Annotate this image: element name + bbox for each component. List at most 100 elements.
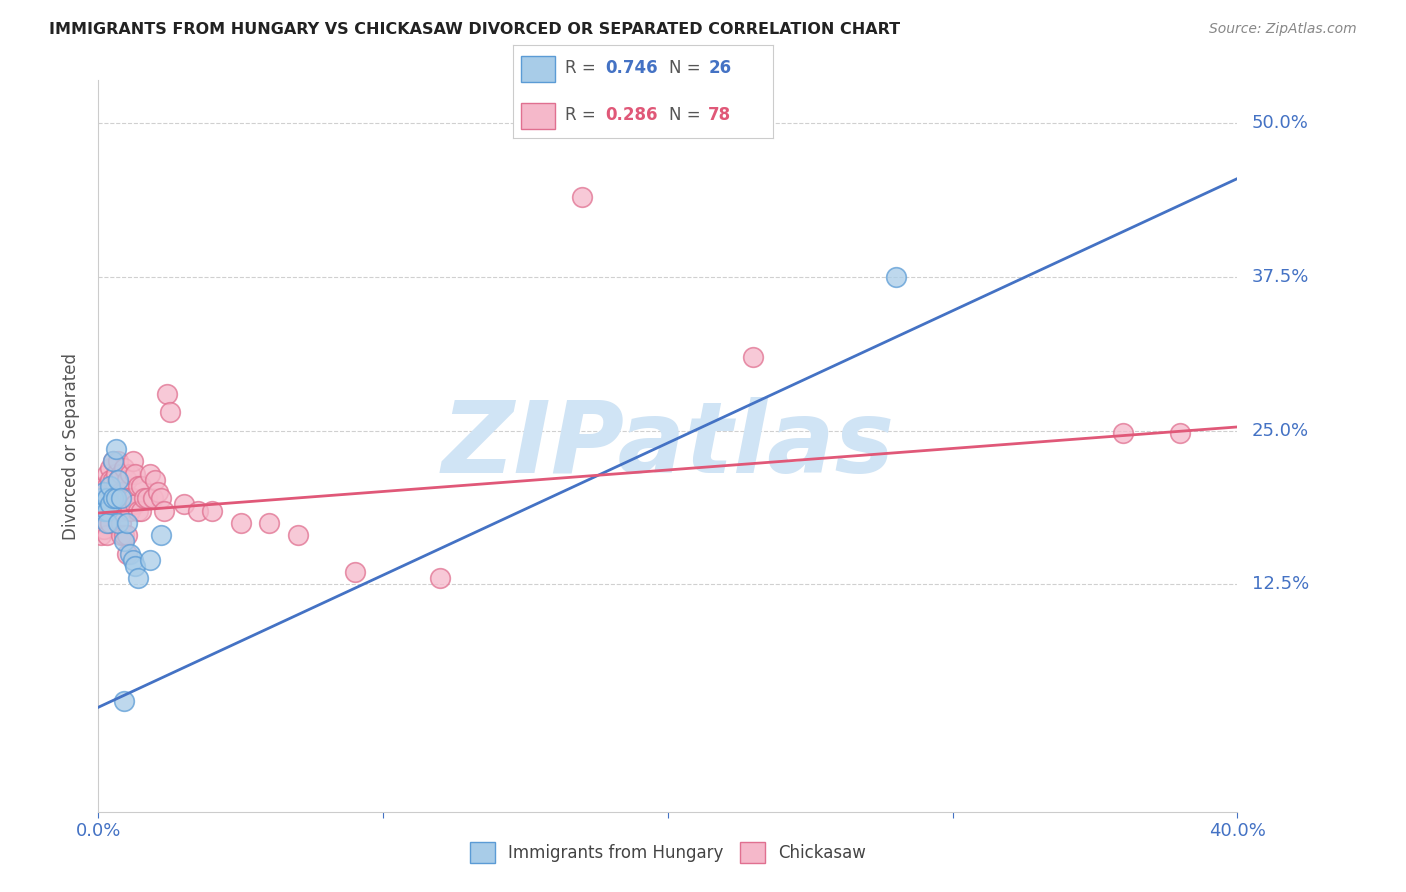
Point bbox=[90, 503, 112, 517]
Point bbox=[107, 491, 129, 506]
Point bbox=[129, 503, 152, 517]
Point bbox=[145, 473, 167, 487]
Point bbox=[127, 503, 149, 517]
Text: 12.5%: 12.5% bbox=[1251, 575, 1309, 593]
Point bbox=[115, 491, 138, 506]
Point bbox=[118, 503, 141, 517]
Point bbox=[135, 491, 157, 506]
Point bbox=[115, 473, 138, 487]
Point bbox=[287, 528, 309, 542]
Point bbox=[156, 386, 179, 401]
Point bbox=[96, 516, 118, 530]
Point bbox=[110, 503, 132, 517]
Point bbox=[121, 454, 143, 468]
Point bbox=[110, 516, 132, 530]
Point bbox=[107, 454, 129, 468]
Point bbox=[173, 497, 195, 511]
Point bbox=[127, 571, 149, 585]
Point bbox=[93, 491, 115, 506]
Point bbox=[121, 552, 143, 566]
Text: 37.5%: 37.5% bbox=[1251, 268, 1309, 286]
Point bbox=[98, 503, 121, 517]
Point bbox=[132, 491, 155, 506]
Point bbox=[1170, 426, 1192, 441]
Point bbox=[150, 491, 173, 506]
Point bbox=[90, 528, 112, 542]
Point bbox=[148, 485, 170, 500]
Point bbox=[98, 497, 121, 511]
Point bbox=[101, 454, 124, 468]
Point bbox=[101, 491, 124, 506]
Point bbox=[90, 522, 112, 536]
Point bbox=[159, 405, 181, 419]
Bar bbox=[522, 103, 555, 129]
Point bbox=[121, 491, 143, 506]
Text: ZIPatlas: ZIPatlas bbox=[441, 398, 894, 494]
Point bbox=[118, 491, 141, 506]
Point bbox=[112, 460, 135, 475]
Point bbox=[96, 503, 118, 517]
Point bbox=[96, 491, 118, 506]
Point bbox=[110, 485, 132, 500]
Point bbox=[98, 473, 121, 487]
Point bbox=[107, 516, 129, 530]
Point bbox=[124, 467, 146, 481]
Point bbox=[138, 552, 160, 566]
Point bbox=[93, 485, 115, 500]
Point bbox=[96, 491, 118, 506]
Point bbox=[118, 467, 141, 481]
Point bbox=[571, 190, 593, 204]
Point bbox=[124, 558, 146, 573]
Point bbox=[112, 694, 135, 708]
Point bbox=[110, 528, 132, 542]
Point bbox=[93, 503, 115, 517]
Point bbox=[98, 460, 121, 475]
Text: R =: R = bbox=[565, 60, 602, 78]
Point bbox=[259, 516, 281, 530]
Text: Source: ZipAtlas.com: Source: ZipAtlas.com bbox=[1209, 22, 1357, 37]
Point bbox=[101, 473, 124, 487]
Point bbox=[129, 479, 152, 493]
Point bbox=[90, 497, 112, 511]
Point bbox=[115, 547, 138, 561]
Point bbox=[93, 479, 115, 493]
Point bbox=[115, 528, 138, 542]
Point bbox=[96, 528, 118, 542]
Point bbox=[153, 503, 176, 517]
Point bbox=[118, 547, 141, 561]
Point bbox=[107, 503, 129, 517]
Point bbox=[101, 454, 124, 468]
Point bbox=[101, 485, 124, 500]
Point bbox=[150, 528, 173, 542]
Point bbox=[93, 522, 115, 536]
Point bbox=[96, 503, 118, 517]
Point bbox=[101, 503, 124, 517]
Point bbox=[104, 491, 127, 506]
Point bbox=[429, 571, 451, 585]
Point bbox=[112, 485, 135, 500]
Point bbox=[110, 467, 132, 481]
Point bbox=[98, 491, 121, 506]
Text: 78: 78 bbox=[709, 106, 731, 124]
Text: 50.0%: 50.0% bbox=[1251, 114, 1309, 132]
Point bbox=[229, 516, 252, 530]
Legend: Immigrants from Hungary, Chickasaw: Immigrants from Hungary, Chickasaw bbox=[463, 836, 873, 869]
Point bbox=[201, 503, 224, 517]
Point bbox=[93, 503, 115, 517]
Point bbox=[101, 491, 124, 506]
Text: 0.746: 0.746 bbox=[606, 60, 658, 78]
Point bbox=[98, 479, 121, 493]
Point bbox=[107, 473, 129, 487]
Text: N =: N = bbox=[669, 106, 706, 124]
Y-axis label: Divorced or Separated: Divorced or Separated bbox=[62, 352, 80, 540]
Point bbox=[93, 516, 115, 530]
Point bbox=[90, 509, 112, 524]
Point bbox=[98, 516, 121, 530]
Point bbox=[124, 497, 146, 511]
Point bbox=[127, 479, 149, 493]
Point bbox=[96, 516, 118, 530]
Text: 26: 26 bbox=[709, 60, 731, 78]
Text: IMMIGRANTS FROM HUNGARY VS CHICKASAW DIVORCED OR SEPARATED CORRELATION CHART: IMMIGRANTS FROM HUNGARY VS CHICKASAW DIV… bbox=[49, 22, 900, 37]
Point bbox=[104, 491, 127, 506]
Point bbox=[90, 516, 112, 530]
